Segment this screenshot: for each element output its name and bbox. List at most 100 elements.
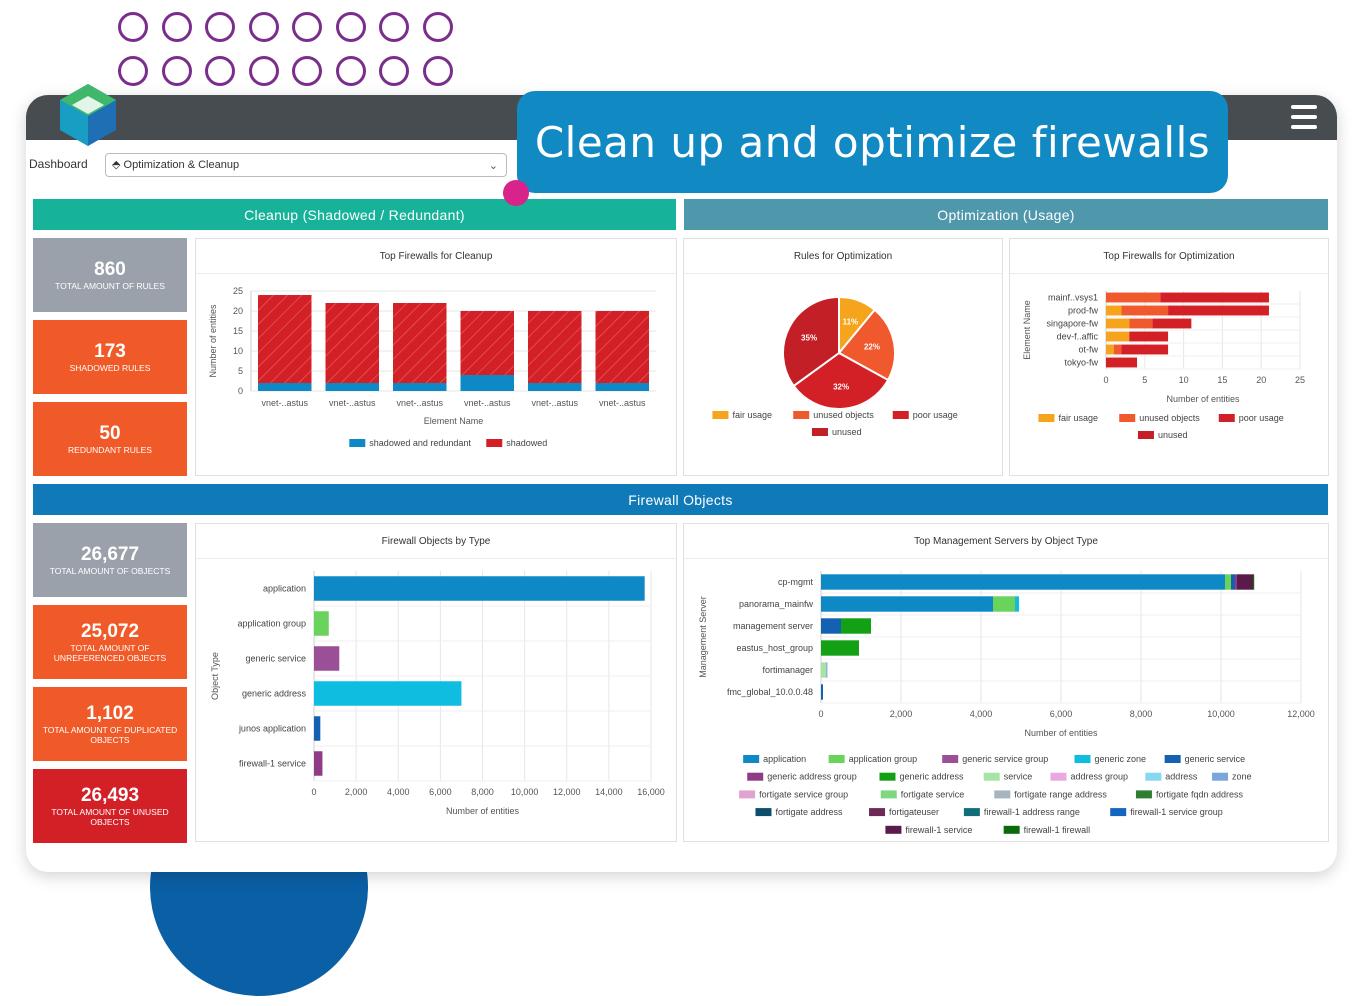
x-tick-label: 6,000 xyxy=(429,787,452,797)
bar-segment xyxy=(993,596,1015,612)
bar-segment xyxy=(1237,574,1253,590)
decorative-dot xyxy=(422,12,453,42)
bar xyxy=(314,576,645,601)
decorative-dot xyxy=(335,56,366,86)
y-tick-label: generic address xyxy=(242,689,307,699)
x-tick-label: 2,000 xyxy=(890,709,913,719)
x-tick-label: 10,000 xyxy=(1207,709,1235,719)
legend-label: fortigate range address xyxy=(1014,789,1107,799)
panel-mgmt-servers: Top Management Servers by Object Type 0 2… xyxy=(683,523,1329,842)
legend-label: unused objects xyxy=(813,410,874,420)
x-tick-label: vnet-..astus xyxy=(531,398,578,408)
bar-segment xyxy=(460,375,514,391)
bar-segment xyxy=(821,640,859,656)
legend-label: generic address group xyxy=(767,772,857,782)
decorative-dot xyxy=(292,56,322,86)
legend-swatch xyxy=(1110,808,1127,817)
kpi-card: 1,102 TOTAL AMOUNT OF DUPLICATED OBJECTS xyxy=(33,687,187,761)
x-tick-label: vnet-..astus xyxy=(329,398,376,408)
x-tick-label: 8,000 xyxy=(1130,709,1153,719)
legend-swatch xyxy=(712,411,729,419)
kpi-label: TOTAL AMOUNT OF DUPLICATED OBJECTS xyxy=(42,725,178,745)
y-tick-label: dev-f..affic xyxy=(1057,332,1099,342)
legend-swatch xyxy=(1038,414,1055,422)
legend-swatch xyxy=(811,428,828,436)
x-tick-label: 8,000 xyxy=(471,787,494,797)
bar-segment xyxy=(1106,344,1114,355)
x-tick-label: 12,000 xyxy=(1287,709,1315,719)
legend-swatch xyxy=(1164,755,1181,763)
kpi-label: TOTAL AMOUNT OF UNUSED OBJECTS xyxy=(51,807,169,827)
panel-title: Top Firewalls for Optimization xyxy=(1010,239,1328,274)
dashboard-selected-text: Optimization & Cleanup xyxy=(123,159,240,171)
logo-icon xyxy=(60,84,116,146)
y-tick-label: 10 xyxy=(233,346,243,356)
legend-swatch xyxy=(349,439,366,447)
legend-swatch xyxy=(892,411,909,419)
dashboard-window: Dashboard ⬘ Optimization & Cleanup ⌄ Cle… xyxy=(26,95,1337,872)
bar xyxy=(314,716,321,741)
legend-swatch xyxy=(1137,431,1154,439)
decorative-dot xyxy=(292,12,322,42)
bar-segment xyxy=(460,311,514,375)
legend-label: fair usage xyxy=(732,410,772,420)
legend-label: firewall-1 service group xyxy=(1130,807,1223,817)
decorative-dot xyxy=(379,56,409,86)
x-axis-label: Number of entities xyxy=(1166,394,1240,404)
x-tick-label: 4,000 xyxy=(970,709,993,719)
menu-icon[interactable] xyxy=(1291,105,1317,129)
decorative-dot xyxy=(205,12,235,42)
bar-segment xyxy=(1231,574,1235,590)
legend-swatch xyxy=(983,772,1000,781)
decorative-dot xyxy=(118,56,148,86)
legend-swatch xyxy=(755,808,772,817)
x-tick-label: vnet-..astus xyxy=(261,398,308,408)
y-axis-label: Element Name xyxy=(1022,300,1032,360)
x-tick-label: 6,000 xyxy=(1050,709,1073,719)
legend-swatch xyxy=(1003,825,1020,834)
y-tick-label: singapore-fw xyxy=(1046,319,1098,329)
legend-label: fortigate service xyxy=(901,789,965,799)
panel-top-firewalls-cleanup: Top Firewalls for Cleanup 0 5 10 15 20 25 vnet… xyxy=(195,238,677,476)
bar-segment xyxy=(595,383,649,391)
x-tick-label: vnet-..astus xyxy=(464,398,511,408)
x-tick-label: 14,000 xyxy=(595,787,623,797)
x-axis-label: Number of entities xyxy=(446,806,520,816)
bar-segment xyxy=(1235,574,1237,590)
bar-segment xyxy=(1160,292,1269,303)
legend-swatch xyxy=(1212,772,1229,781)
bar-segment xyxy=(1253,574,1255,590)
legend-label: firewall-1 service xyxy=(905,825,972,835)
x-tick-label: 0 xyxy=(818,709,823,719)
x-tick-label: 10,000 xyxy=(511,787,539,797)
x-tick-label: 0 xyxy=(1103,375,1108,385)
kpi-value: 860 xyxy=(94,259,126,280)
bar-segment xyxy=(821,574,1225,590)
dashboard-select[interactable]: ⬘ Optimization & Cleanup ⌄ xyxy=(105,153,507,177)
kpi-value: 50 xyxy=(99,423,121,444)
y-tick-label: application xyxy=(263,584,306,594)
x-tick-label: 12,000 xyxy=(553,787,581,797)
legend-swatch xyxy=(1074,755,1091,763)
pie-data-label: 32% xyxy=(833,383,849,392)
legend-label: service xyxy=(1004,772,1033,782)
kpi-value: 1,102 xyxy=(86,703,134,724)
bar-segment xyxy=(393,303,447,383)
decorative-dot xyxy=(422,56,453,86)
panel-objects-by-type: Firewall Objects by Type 0 2,000 4,000 6,00… xyxy=(195,523,677,842)
legend-swatch xyxy=(994,790,1011,799)
bar-segment xyxy=(1106,357,1138,368)
x-tick-label: 2,000 xyxy=(345,787,368,797)
y-tick-label: tokyo-fw xyxy=(1064,358,1098,368)
bar-segment xyxy=(528,383,582,391)
panel-top-firewalls-optimization: Top Firewalls for Optimization 0 5 10 15 20 2… xyxy=(1009,238,1329,476)
y-tick-label: eastus_host_group xyxy=(736,643,813,653)
y-tick-label: 15 xyxy=(233,326,243,336)
legend-label: unused xyxy=(1158,430,1188,440)
legend-swatch xyxy=(1145,772,1162,781)
y-tick-label: 25 xyxy=(233,286,243,296)
legend-swatch xyxy=(739,790,756,799)
legend-swatch xyxy=(879,772,896,781)
bar-segment xyxy=(1106,305,1122,316)
kpi-value: 26,677 xyxy=(80,544,140,565)
